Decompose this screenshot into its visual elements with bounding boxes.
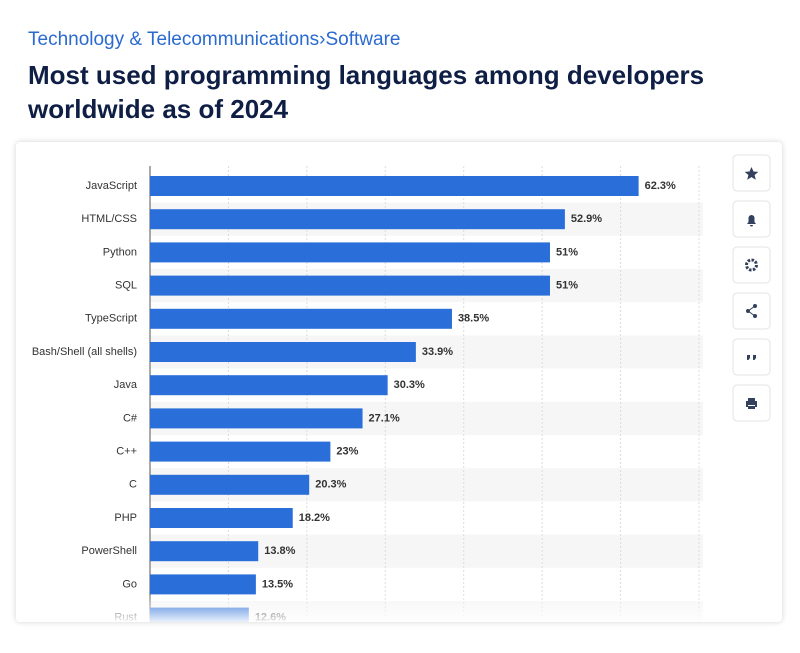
value-label: 51% — [556, 246, 578, 258]
bar — [150, 242, 550, 263]
value-label: 62.3% — [645, 180, 676, 192]
y-tick-label: JavaScript — [86, 180, 137, 192]
gear-icon — [745, 258, 758, 272]
bar — [150, 541, 259, 562]
chart-card: JavaScript 62.3% HTML/CSS 52.9% Python 51% SQL… — [16, 142, 782, 622]
print-icon — [746, 398, 757, 409]
star-icon — [744, 167, 759, 180]
y-tick-label: PowerShell — [81, 545, 137, 557]
y-tick-label: SQL — [115, 280, 137, 292]
y-tick-label: Python — [103, 246, 137, 258]
bell-icon — [747, 215, 756, 227]
toolbar — [732, 154, 771, 422]
chart-title: Most used programming languages among de… — [28, 60, 705, 124]
fade-overlay — [16, 594, 736, 622]
bar — [150, 342, 416, 362]
bar — [150, 275, 550, 296]
breadcrumb: Technology & Telecommunications›Software — [28, 29, 400, 51]
bar — [150, 308, 452, 329]
value-label: 23% — [336, 446, 358, 458]
bar — [150, 176, 639, 196]
settings-button[interactable] — [732, 246, 771, 284]
y-tick-label: PHP — [114, 512, 137, 524]
bar — [150, 209, 565, 230]
share-icon — [746, 304, 757, 318]
y-tick-label: TypeScript — [85, 313, 137, 325]
bar — [150, 375, 388, 396]
bar — [150, 474, 310, 495]
value-label: 13.5% — [262, 578, 293, 590]
value-label: 13.8% — [264, 545, 295, 557]
quote-icon — [747, 355, 756, 360]
y-tick-label: Bash/Shell (all shells) — [32, 346, 137, 358]
y-tick-label: HTML/CSS — [81, 213, 137, 225]
y-tick-label: C++ — [116, 446, 137, 458]
value-label: 18.2% — [299, 512, 330, 524]
y-tick-label: C# — [123, 412, 138, 424]
breadcrumb-item[interactable]: Technology & Telecommunications — [28, 29, 320, 50]
breadcrumb-item[interactable]: Software — [325, 29, 401, 50]
value-label: 27.1% — [369, 412, 400, 424]
y-tick-label: Java — [114, 379, 138, 391]
value-label: 33.9% — [422, 346, 453, 358]
bar — [150, 408, 363, 429]
share-button[interactable] — [732, 292, 771, 330]
bar — [150, 574, 256, 595]
breadcrumb-separator: › — [319, 29, 326, 50]
value-label: 38.5% — [458, 313, 489, 325]
y-tick-label: C — [129, 479, 137, 491]
cite-button[interactable] — [732, 338, 771, 376]
value-label: 52.9% — [571, 213, 602, 225]
value-label: 51% — [556, 280, 578, 292]
y-tick-label: Go — [122, 578, 137, 590]
chart: JavaScript 62.3% HTML/CSS 52.9% Python 51% SQL… — [16, 154, 771, 622]
value-label: 20.3% — [315, 479, 346, 491]
bar — [150, 441, 331, 462]
bar — [150, 508, 293, 528]
value-label: 30.3% — [394, 379, 425, 391]
